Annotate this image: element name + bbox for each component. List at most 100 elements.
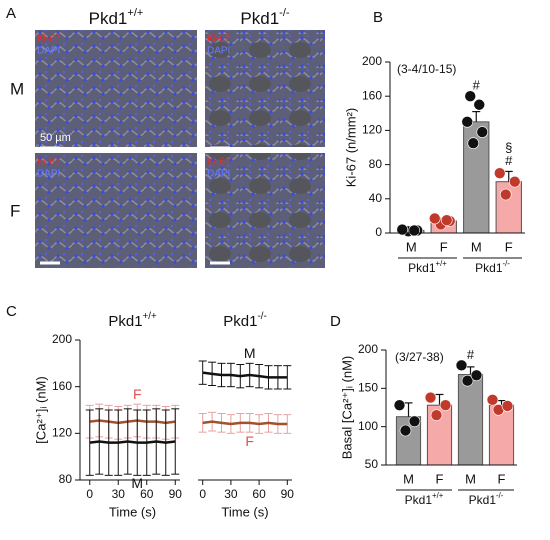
micrograph [205, 153, 325, 268]
x-tick-label: F [498, 471, 506, 486]
series-line [89, 419, 176, 425]
data-point [399, 424, 412, 437]
x-tick-label: M [406, 239, 417, 254]
genotype-base: Pkd1 [89, 9, 128, 28]
panel-letter: D [330, 313, 341, 330]
genotype-sup: -/- [496, 491, 504, 500]
data-point [467, 137, 480, 150]
significance-label: # [505, 153, 513, 168]
data-point [486, 394, 499, 406]
y-tick-label: 80 [369, 157, 383, 171]
y-tick-label: 50 [365, 457, 379, 471]
genotype-label: Pkd1+/+ [405, 491, 444, 507]
x-tick-label: F [436, 471, 444, 486]
data-point [408, 415, 421, 428]
stain-label: DAPI [207, 46, 230, 57]
data-point [501, 400, 514, 412]
data-point [396, 223, 409, 236]
genotype-label: Pkd1+/+ [108, 311, 157, 330]
x-tick-label: M [403, 471, 414, 486]
stain-label: DAPI [37, 46, 60, 57]
y-tick-label: 120 [362, 123, 382, 137]
panel-letter: C [6, 303, 17, 320]
genotype-sup: +/+ [127, 7, 143, 19]
significance-label: # [467, 347, 475, 362]
genotype-sup: -/- [279, 7, 290, 19]
data-point [439, 399, 452, 412]
image-panel [35, 30, 325, 268]
data-point [499, 188, 512, 201]
x-tick-label: 60 [252, 487, 266, 501]
genotype-base: Pkd1 [223, 313, 257, 330]
x-axis-label: Time (s) [109, 504, 156, 519]
y-tick-label: 160 [362, 88, 382, 102]
x-tick-label: F [440, 239, 448, 254]
stain-label: DAPI [37, 169, 60, 180]
significance-label: § [505, 140, 512, 155]
stain-label: Ki-67 [207, 34, 231, 45]
data-point [408, 224, 421, 237]
row-label: M [10, 79, 24, 98]
stain-label: Ki-67 [37, 34, 61, 45]
data-point [493, 167, 506, 179]
bar [495, 181, 522, 234]
genotype-sup: -/- [258, 311, 267, 322]
data-point [428, 212, 441, 225]
stain-label: Ki-67 [37, 157, 61, 168]
x-tick-label: M [465, 471, 476, 486]
y-tick-label: 200 [362, 54, 382, 68]
genotype-base: Pkd1 [469, 493, 497, 507]
genotype-base: Pkd1 [108, 313, 142, 330]
series-line [202, 371, 288, 379]
genotype-sup: +/+ [143, 311, 157, 322]
y-axis-label: [Ca²⁺]ᵢ (nM) [33, 376, 48, 443]
series-line [89, 440, 176, 444]
micrograph [35, 153, 197, 268]
x-tick-label: 90 [281, 487, 295, 501]
data-point [424, 391, 437, 404]
row-label: F [10, 201, 20, 220]
genotype-label: Pkd1+/+ [89, 7, 144, 28]
y-tick-label: 160 [52, 379, 72, 393]
genotype-label: Pkd1+/+ [408, 259, 447, 275]
data-point [508, 175, 521, 188]
significance-label: # [473, 78, 481, 93]
micrograph [205, 30, 325, 147]
data-point [461, 374, 474, 387]
data-point [440, 214, 453, 226]
x-tick-label: 90 [169, 487, 183, 501]
genotype-base: Pkd1 [475, 261, 503, 275]
genotype-base: Pkd1 [405, 493, 433, 507]
data-point [455, 359, 468, 372]
data-point [473, 98, 486, 111]
y-axis-label: Ki-67 (n/mm²) [343, 108, 358, 187]
genotype-sup: -/- [503, 259, 511, 268]
data-point [470, 369, 483, 382]
genotype-base: Pkd1 [408, 261, 436, 275]
y-tick-label: 150 [358, 381, 378, 395]
x-axis-label: Time (s) [221, 504, 268, 519]
micrograph [35, 30, 197, 147]
x-tick-label: F [505, 239, 513, 254]
series-label: M [244, 345, 256, 361]
annotation: (3-4/10-15) [397, 62, 456, 76]
bar [457, 374, 484, 466]
y-tick-label: 200 [358, 342, 378, 356]
genotype-label: Pkd1-/- [475, 259, 510, 275]
data-point [461, 116, 474, 128]
x-tick-label: M [471, 239, 482, 254]
data-point [430, 409, 443, 421]
genotype-sup: +/+ [436, 259, 448, 268]
genotype-label: Pkd1-/- [240, 7, 289, 28]
y-tick-label: 40 [369, 191, 383, 205]
y-tick-label: 80 [59, 472, 73, 486]
series-label: F [245, 433, 254, 449]
genotype-base: Pkd1 [240, 9, 279, 28]
x-tick-label: 60 [140, 487, 154, 501]
annotation: (3/27-38) [395, 350, 444, 364]
panel-letter: B [373, 9, 383, 26]
x-tick-label: 30 [112, 487, 126, 501]
y-tick-label: 120 [52, 426, 72, 440]
data-point [393, 399, 406, 412]
